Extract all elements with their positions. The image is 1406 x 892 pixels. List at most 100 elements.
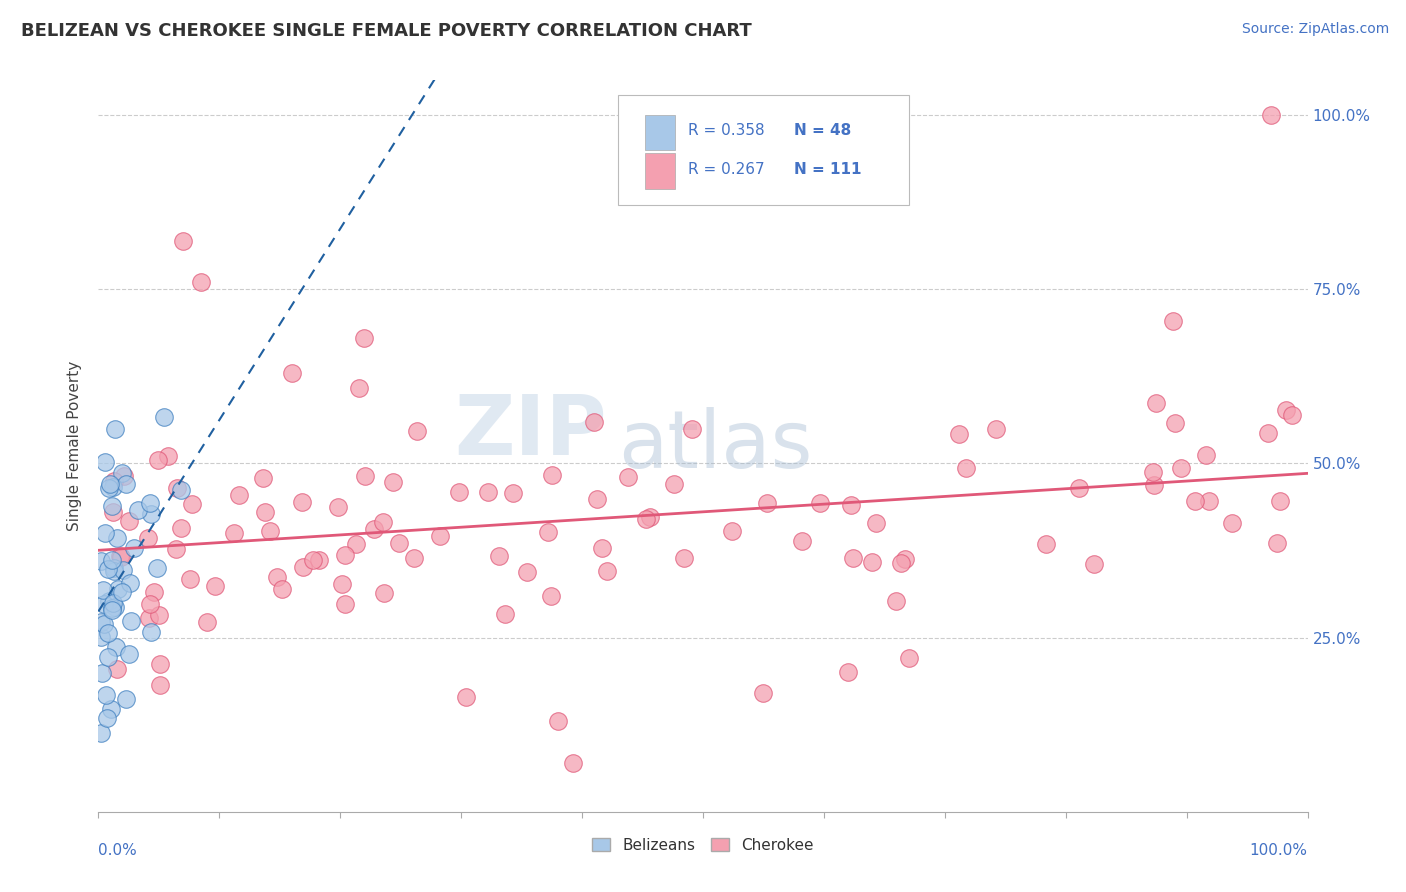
Point [111,585,134,599]
Point [406,424,429,438]
Point [254,505,277,519]
Point [326,500,349,514]
Point [373,515,395,529]
Point [591,541,613,555]
Point [115,476,138,491]
Point [90,615,112,629]
Point [152,409,174,424]
Point [516,565,538,579]
Point [839,498,862,512]
Point [495,607,517,622]
Point [181,497,204,511]
Text: R = 0.358: R = 0.358 [689,122,765,137]
Point [228,488,250,502]
Point [127,503,149,517]
Point [291,495,314,509]
Point [122,541,145,556]
Point [837,665,859,680]
Point [477,485,499,500]
Point [1257,426,1279,441]
Point [301,553,323,567]
Text: N = 111: N = 111 [793,162,862,177]
Point [547,714,569,728]
Point [166,481,188,495]
Point [1170,461,1192,475]
Point [1143,477,1166,491]
Point [101,505,124,519]
Point [97,562,120,576]
Point [101,603,124,617]
Point [172,234,194,248]
FancyBboxPatch shape [645,115,675,150]
Point [115,692,138,706]
FancyBboxPatch shape [619,95,908,204]
Text: BELIZEAN VS CHEROKEE SINGLE FEMALE POVERTY CORRELATION CHART: BELIZEAN VS CHEROKEE SINGLE FEMALE POVER… [21,22,752,40]
Point [97,626,120,640]
Point [90,665,112,680]
Point [354,468,377,483]
Point [986,422,1008,436]
Point [1268,493,1291,508]
Point [170,483,193,497]
Point [595,564,617,578]
Point [382,475,405,489]
Point [841,550,863,565]
Point [204,579,226,593]
Point [179,572,201,586]
Point [1195,448,1218,462]
Point [540,589,562,603]
Point [105,662,128,676]
Point [103,564,125,578]
Point [488,549,510,563]
Point [673,551,696,566]
Point [865,516,887,531]
Point [110,549,132,564]
Point [429,529,451,543]
Point [224,525,246,540]
Text: 100.0%: 100.0% [1250,843,1308,858]
Point [502,485,524,500]
Point [955,461,977,475]
Point [101,601,124,615]
Text: Source: ZipAtlas.com: Source: ZipAtlas.com [1241,22,1389,37]
Point [363,522,385,536]
Point [636,512,658,526]
Point [136,531,159,545]
Point [117,647,139,661]
Text: 0.0%: 0.0% [98,843,138,858]
Point [810,496,832,510]
Point [1184,494,1206,508]
Point [97,594,120,608]
Point [948,427,970,442]
Text: R = 0.267: R = 0.267 [689,162,765,177]
Point [790,534,813,549]
Point [562,756,585,770]
Point [890,556,912,570]
Point [103,561,125,575]
Y-axis label: Single Female Poverty: Single Female Poverty [67,361,83,531]
Point [110,550,132,565]
Point [107,582,129,596]
Point [139,624,162,639]
Point [1198,494,1220,508]
Point [681,421,703,435]
Point [100,702,122,716]
Point [93,582,115,597]
Point [190,275,212,289]
Point [721,524,744,539]
Point [308,553,330,567]
Point [138,598,160,612]
Point [93,616,115,631]
Point [1161,314,1184,328]
Point [894,551,917,566]
Point [103,599,125,614]
Point [93,597,115,611]
Point [755,496,778,510]
Point [752,686,775,700]
Point [1083,557,1105,571]
Point [105,531,128,545]
Point [165,542,187,557]
Point [617,469,640,483]
Point [347,381,370,395]
Point [149,678,172,692]
